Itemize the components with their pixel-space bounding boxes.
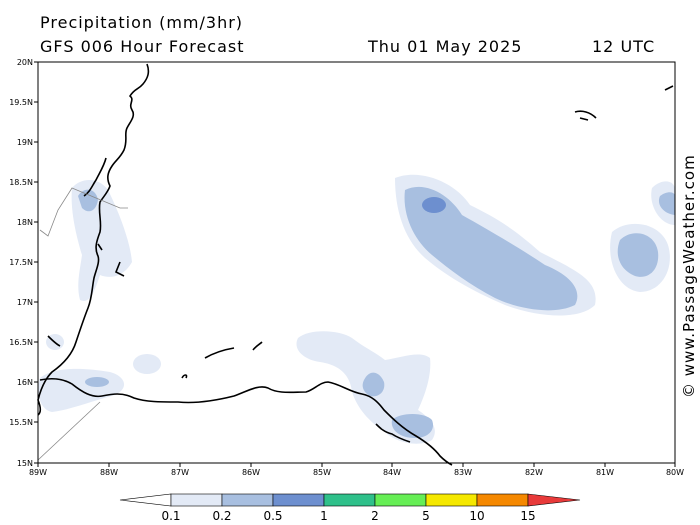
legend-label: 5	[422, 509, 430, 523]
lat-label: 15.5N	[9, 418, 33, 427]
latitude-labels: 20N 19.5N 19N 18.5N 18N 17.5N 17N 16.5N …	[9, 58, 33, 468]
lat-label: 15N	[17, 459, 33, 468]
lat-label: 18N	[17, 218, 33, 227]
site-credit: © www.PassageWeather.com	[680, 154, 698, 398]
precip-area-medium	[78, 189, 98, 212]
lat-label: 17N	[17, 298, 33, 307]
chart-title: Precipitation (mm/3hr)	[40, 13, 244, 32]
legend-label: 0.1	[161, 509, 181, 523]
legend-swatch	[323, 493, 376, 507]
precip-area-light	[133, 354, 161, 374]
legend-swatch	[374, 493, 427, 507]
lat-label: 19.5N	[9, 98, 33, 107]
legend-swatch	[221, 493, 274, 507]
lat-label: 18.5N	[9, 178, 33, 187]
precip-area-medium	[404, 186, 578, 311]
lon-label: 80W	[666, 468, 684, 477]
model-label: GFS 006 Hour Forecast	[40, 37, 245, 56]
lon-label: 87W	[171, 468, 189, 477]
legend-swatch	[425, 493, 478, 507]
legend-label: 1	[320, 509, 328, 523]
lon-label: 88W	[100, 468, 118, 477]
lon-label: 84W	[383, 468, 401, 477]
precip-area-medium	[658, 192, 675, 215]
lat-label: 17.5N	[9, 258, 33, 267]
precipitation-areas	[38, 174, 675, 444]
precip-area-medium	[617, 233, 659, 277]
precip-area-medium	[391, 414, 434, 438]
map-frame	[37, 61, 676, 464]
legend-swatch	[170, 493, 223, 507]
lon-label: 85W	[313, 468, 331, 477]
legend-label: 2	[371, 509, 379, 523]
coastline	[37, 63, 674, 466]
lon-label: 81W	[596, 468, 614, 477]
legend-swatch	[527, 493, 581, 507]
precip-area-medium	[85, 377, 109, 387]
legend-swatch	[119, 493, 172, 507]
legend-label: 0.5	[263, 509, 283, 523]
lat-label: 19N	[17, 138, 33, 147]
lon-label: 82W	[525, 468, 543, 477]
precip-area-medium	[362, 372, 385, 397]
legend-label: 10	[469, 509, 485, 523]
forecast-time: 12 UTC	[592, 37, 656, 56]
lat-label: 16N	[17, 378, 33, 387]
legend-colorbar	[119, 493, 581, 507]
legend-swatch	[476, 493, 529, 507]
lat-label: 20N	[17, 58, 33, 67]
forecast-date: Thu 01 May 2025	[368, 37, 523, 56]
lon-label: 86W	[242, 468, 260, 477]
longitude-labels: 89W 88W 87W 86W 85W 84W 83W 82W 81W 80W	[29, 468, 684, 477]
lon-label: 89W	[29, 468, 47, 477]
political-borders	[37, 187, 128, 461]
legend-label: 15	[520, 509, 536, 523]
lat-label: 16.5N	[9, 338, 33, 347]
legend-swatch	[272, 493, 325, 507]
legend-label: 0.2	[212, 509, 232, 523]
lon-label: 83W	[454, 468, 472, 477]
axis-ticks	[34, 61, 676, 467]
precip-core-heavy	[422, 197, 446, 213]
